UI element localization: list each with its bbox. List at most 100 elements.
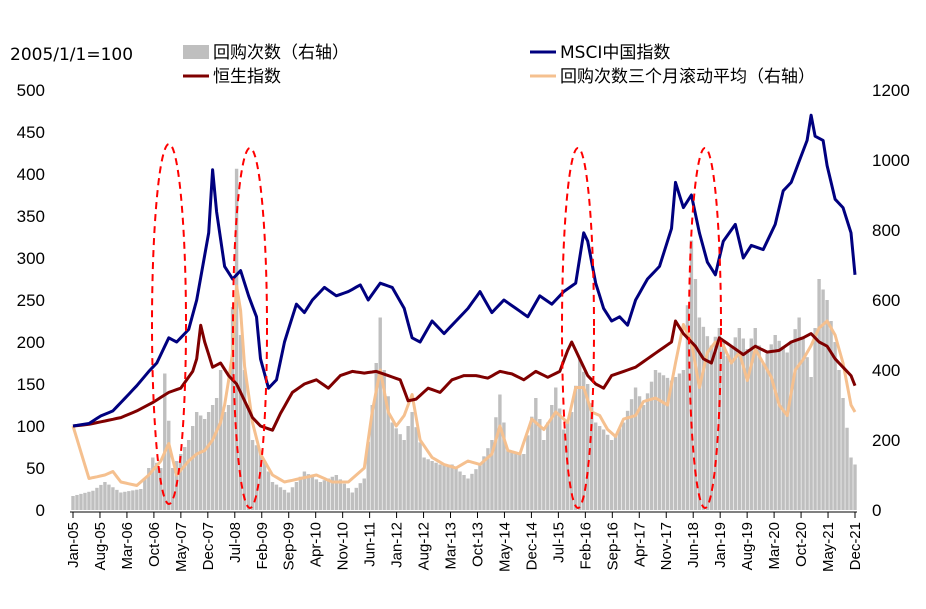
bar-74 [366, 441, 370, 510]
bar-121 [554, 387, 558, 510]
bar-41 [234, 168, 239, 510]
bar-54 [286, 492, 291, 510]
highlight-ellipse-layer [151, 143, 722, 509]
msci-china-line [72, 113, 857, 428]
bar-22 [159, 468, 163, 510]
bar-129 [585, 384, 590, 510]
bar-28 [183, 447, 187, 510]
bar-164 [725, 356, 730, 510]
bar-17 [139, 489, 143, 510]
bar-173 [761, 363, 765, 510]
bar-90 [430, 461, 434, 510]
bar-190 [829, 321, 833, 510]
bar-94 [446, 464, 450, 510]
x-tick-label: Nov-17 [658, 522, 675, 570]
bar-188 [821, 289, 825, 510]
right-tick-label: 1000 [872, 151, 910, 170]
bar-128 [581, 371, 586, 510]
bar-89 [426, 459, 430, 510]
bar-66 [334, 475, 339, 510]
bar-145 [649, 381, 654, 510]
right-tick-label: 200 [872, 431, 900, 450]
x-tick-label: Aug-12 [416, 522, 433, 570]
right-tick-label: 1200 [872, 81, 910, 100]
bar-84 [406, 426, 410, 510]
bar-156 [693, 279, 698, 510]
bar-179 [785, 352, 789, 510]
x-tick-label: Jul-15 [550, 522, 567, 563]
hsi-line [72, 319, 857, 432]
bar-160 [709, 345, 714, 510]
bar-16 [135, 489, 139, 510]
bar-81 [394, 428, 398, 510]
bar-132 [597, 426, 602, 510]
bar-68 [342, 483, 347, 510]
bar-169 [745, 349, 749, 510]
bar-143 [641, 405, 646, 510]
bar-144 [645, 393, 650, 510]
bar-138 [621, 422, 626, 510]
bar-70 [350, 492, 354, 510]
bar-60 [310, 476, 315, 510]
bar-32 [198, 415, 203, 510]
bar-152 [677, 373, 682, 510]
left-tick-label: 150 [17, 375, 45, 394]
bar-85 [410, 412, 414, 510]
bar-53 [282, 489, 287, 510]
bar-175 [769, 344, 773, 510]
x-tick-label: Oct-13 [469, 522, 486, 567]
bar-6 [95, 487, 99, 510]
legend-label: 回购次数（右轴） [213, 43, 349, 63]
bar-15 [131, 490, 135, 510]
x-tick-label: Oct-06 [146, 522, 163, 567]
bar-78 [382, 370, 386, 510]
legend-swatch-bar [183, 45, 209, 59]
bar-118 [542, 440, 546, 510]
bar-133 [601, 429, 606, 510]
bar-5 [91, 490, 95, 510]
bar-154 [685, 305, 690, 510]
right-axis: 0 200 400 600 800 1000 1200 [872, 81, 910, 520]
bar-46 [254, 445, 259, 510]
bar-35 [210, 405, 215, 510]
bar-163 [721, 342, 726, 510]
bar-82 [398, 434, 402, 510]
x-tick-label: Dec-07 [200, 522, 217, 570]
bar-105 [490, 440, 494, 510]
bar-166 [733, 337, 738, 510]
bar-65 [330, 476, 335, 510]
x-axis: Jan-05 Aug-05 Mar-06 Oct-06 May-07 Dec-07 Jul-… [65, 512, 864, 572]
bar-100 [470, 473, 474, 510]
bar-158 [701, 326, 706, 510]
x-tick-label: Feb-09 [254, 522, 271, 570]
bar-72 [358, 483, 362, 510]
left-tick-label: 450 [17, 123, 45, 142]
bar-107 [498, 394, 502, 510]
x-tick-label: Sep-09 [281, 522, 298, 570]
bar-0 [71, 496, 75, 510]
bar-192 [837, 370, 841, 510]
bar-80 [390, 422, 394, 510]
bar-155 [689, 240, 694, 510]
bar-10 [111, 487, 115, 510]
bar-33 [202, 419, 207, 510]
x-tick-label: Nov-10 [335, 522, 352, 570]
bar-189 [825, 300, 829, 510]
bar-56 [294, 482, 299, 510]
bar-series-layer [71, 168, 857, 510]
x-tick-label: Mar-06 [119, 522, 136, 570]
highlight-ellipse-0 [151, 143, 187, 505]
left-tick-label: 100 [17, 417, 45, 436]
x-tick-label: Aug-19 [739, 522, 756, 570]
bar-108 [502, 422, 506, 510]
x-tick-label: Jul-08 [227, 522, 244, 563]
x-tick-label: Mar-13 [443, 522, 460, 570]
left-tick-label: 50 [26, 459, 45, 478]
bar-88 [422, 457, 426, 510]
left-tick-label: 250 [17, 291, 45, 310]
bar-12 [119, 492, 123, 510]
bar-79 [386, 396, 390, 510]
bar-111 [514, 452, 518, 510]
